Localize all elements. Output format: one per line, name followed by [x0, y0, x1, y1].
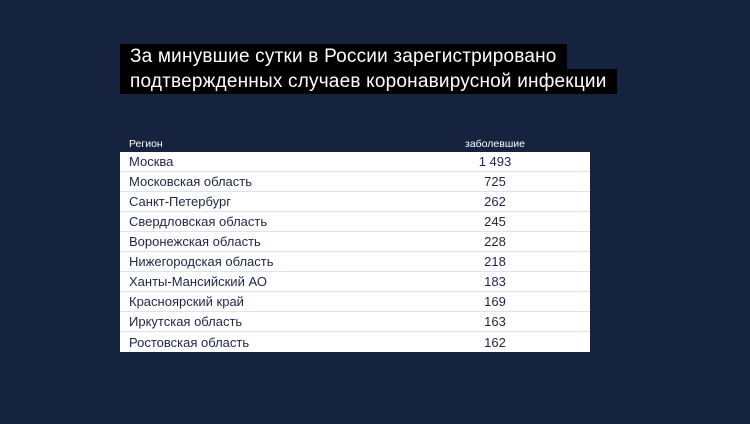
cases-cell: 218 [484, 254, 506, 269]
cases-cell: 169 [484, 294, 506, 309]
headline-line-2: подтвержденных случаев коронавирусной ин… [120, 69, 617, 94]
table-row: Красноярский край 169 [120, 292, 590, 312]
region-cell: Нижегородская область [129, 254, 274, 269]
table-row: Московская область 725 [120, 172, 590, 192]
table-row: Ростовская область 162 [120, 332, 590, 352]
cases-cell: 162 [484, 334, 506, 350]
table-row: Иркутская область 163 [120, 312, 590, 332]
region-cell: Свердловская область [129, 214, 268, 229]
cases-cell: 228 [484, 234, 506, 249]
table-column-headers: Регион заболевшие [120, 136, 590, 150]
table-row: Нижегородская область 218 [120, 252, 590, 272]
cases-cell: 262 [484, 194, 506, 209]
region-cell: Москва [129, 154, 174, 169]
cases-column-header: заболевшие [465, 138, 525, 150]
region-cell: Воронежская область [129, 234, 261, 249]
headline: За минувшие сутки в России зарегистриров… [120, 44, 617, 94]
region-cell: Санкт-Петербург [129, 194, 231, 209]
region-cell: Ханты-Мансийский АО [129, 274, 267, 289]
region-cell: Ростовская область [129, 334, 250, 350]
cases-cell: 1 493 [478, 154, 512, 169]
table-row: Ханты-Мансийский АО 183 [120, 272, 590, 292]
cases-cell: 163 [484, 314, 506, 329]
table-row: Свердловская область 245 [120, 212, 590, 232]
region-cell: Красноярский край [129, 294, 244, 309]
headline-line-1: За минувшие сутки в России зарегистриров… [120, 44, 567, 69]
table-row: Воронежская область 228 [120, 232, 590, 252]
table-body: Москва 1 493 Московская область 725 Санк… [120, 152, 590, 352]
cases-cell: 725 [484, 174, 506, 189]
table-row: Москва 1 493 [120, 152, 590, 172]
table-row: Санкт-Петербург 262 [120, 192, 590, 212]
cases-cell: 183 [484, 274, 506, 289]
region-cell: Московская область [129, 174, 253, 189]
cases-cell: 245 [484, 214, 506, 229]
region-column-header: Регион [129, 138, 163, 150]
region-cell: Иркутская область [129, 314, 243, 329]
